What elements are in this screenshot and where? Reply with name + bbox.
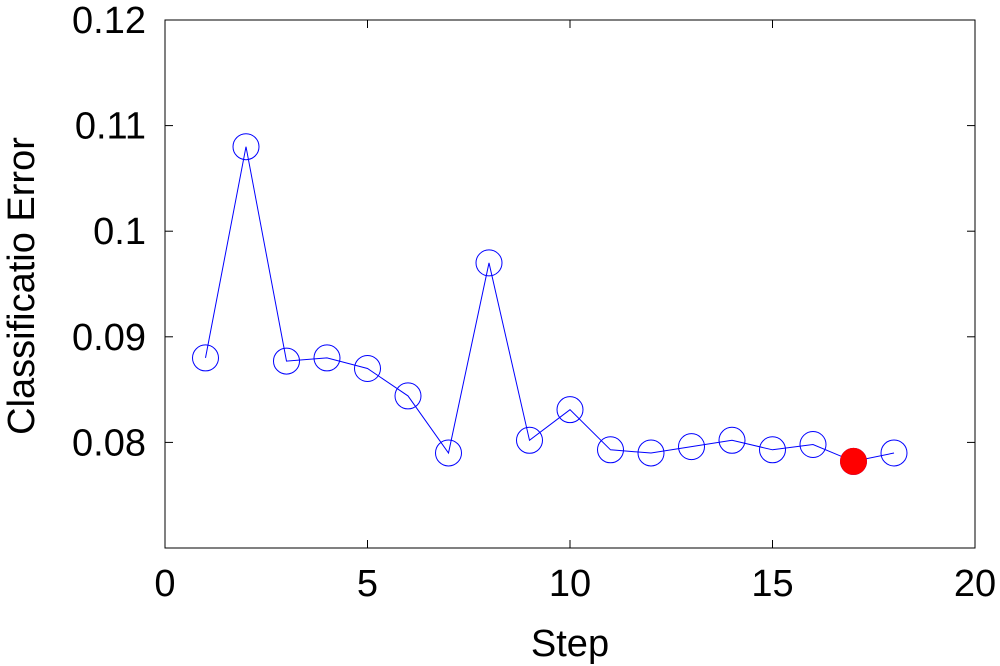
data-point: [637, 439, 665, 467]
series-line: [205, 146, 895, 462]
y-tick-label: 0.09: [72, 317, 146, 359]
data-point: [759, 436, 786, 464]
data-point: [597, 436, 624, 464]
data-point: [475, 249, 503, 277]
data-point: [435, 439, 462, 467]
data-point: [394, 382, 422, 410]
x-axis-ticks: 0 5 10 15 20: [154, 20, 996, 605]
y-tick-label: 0.1: [93, 211, 146, 253]
data-point: [354, 354, 381, 382]
x-tick-label: 0: [154, 563, 175, 605]
highlight-point: [840, 447, 867, 475]
y-tick-label: 0.12: [72, 0, 146, 42]
data-point: [880, 439, 908, 467]
data-point: [556, 396, 584, 424]
x-tick-label: 5: [357, 563, 378, 605]
y-tick-label: 0.11: [75, 106, 146, 148]
y-axis-ticks: 0.08 0.09 0.1 0.11 0.12: [72, 0, 975, 464]
x-axis-title: Step: [531, 623, 609, 665]
y-axis-title: Classificatio Error: [1, 137, 43, 435]
x-tick-label: 15: [751, 563, 793, 605]
plot-area: [164, 19, 976, 549]
series-layer: [192, 133, 908, 475]
data-point: [678, 433, 705, 461]
data-point: [232, 133, 260, 161]
data-point: [516, 426, 543, 454]
data-point: [192, 344, 219, 372]
data-point: [799, 431, 827, 459]
x-tick-label: 20: [954, 563, 996, 605]
data-point: [313, 344, 341, 372]
data-point: [718, 426, 746, 454]
y-tick-label: 0.08: [72, 422, 146, 464]
data-point: [273, 347, 300, 375]
x-tick-label: 10: [549, 563, 591, 605]
